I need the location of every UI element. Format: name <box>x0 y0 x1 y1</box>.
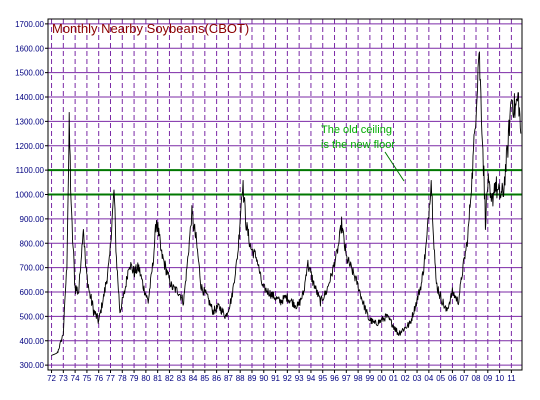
y-tick-label: 700.00 <box>20 264 45 273</box>
annotation-pointer <box>384 151 405 182</box>
y-tick-label: 600.00 <box>20 288 45 297</box>
x-tick-label: 03 <box>413 374 422 383</box>
x-tick-label: 88 <box>236 374 245 383</box>
x-tick-label: 92 <box>283 374 292 383</box>
y-tick-label: 1500.00 <box>15 69 44 78</box>
price-line <box>51 51 522 356</box>
y-tick-label: 500.00 <box>20 312 45 321</box>
x-tick-label: 82 <box>165 374 174 383</box>
annotation-line-2: is the new floor <box>321 139 395 151</box>
y-tick-label: 1600.00 <box>15 44 44 53</box>
x-tick-label: 08 <box>472 374 481 383</box>
x-tick-label: 75 <box>82 374 91 383</box>
x-tick-label: 80 <box>141 374 150 383</box>
annotation: The old ceiling is the new floor <box>321 124 405 182</box>
x-tick-label: 74 <box>71 374 80 383</box>
x-tick-label: 96 <box>330 374 339 383</box>
annotation-line-1: The old ceiling <box>321 124 392 136</box>
y-tick-label: 800.00 <box>20 239 45 248</box>
y-tick-label: 400.00 <box>20 337 45 346</box>
y-tick-label: 1100.00 <box>16 166 45 175</box>
x-tick-label: 01 <box>389 374 398 383</box>
chart-title: Monthly Nearby Soybeans(CBOT) <box>52 21 249 36</box>
x-tick-label: 78 <box>118 374 127 383</box>
x-tick-label: 89 <box>248 374 257 383</box>
x-tick-label: 79 <box>130 374 139 383</box>
y-tick-label: 900.00 <box>20 215 45 224</box>
x-tick-label: 99 <box>365 374 374 383</box>
x-tick-label: 73 <box>59 374 68 383</box>
x-axis-ticks: 72 73 74 75 76 77 78 79 80 81 82 83 84 85 86 87 88 89 90 91… <box>47 370 516 383</box>
x-tick-label: 98 <box>354 374 363 383</box>
x-tick-label: 94 <box>306 374 315 383</box>
x-tick-label: 06 <box>448 374 457 383</box>
x-tick-label: 05 <box>436 374 445 383</box>
x-tick-label: 95 <box>318 374 327 383</box>
x-tick-label: 93 <box>295 374 304 383</box>
x-tick-label: 85 <box>200 374 209 383</box>
x-tick-label: 87 <box>224 374 233 383</box>
x-tick-label: 76 <box>94 374 103 383</box>
y-tick-label: 1300.00 <box>15 117 44 126</box>
y-tick-label: 300.00 <box>20 361 45 370</box>
x-tick-label: 07 <box>460 374 469 383</box>
y-tick-label: 1000.00 <box>15 191 44 200</box>
reference-lines <box>48 169 522 196</box>
x-tick-label: 83 <box>177 374 186 383</box>
y-tick-label: 1400.00 <box>15 93 44 102</box>
x-tick-label: 81 <box>153 374 162 383</box>
x-tick-label: 91 <box>271 374 280 383</box>
price-series <box>51 51 522 356</box>
x-tick-label: 02 <box>401 374 410 383</box>
y-tick-label: 1700.00 <box>15 20 44 29</box>
x-tick-label: 10 <box>495 374 504 383</box>
x-tick-label: 77 <box>106 374 115 383</box>
x-tick-label: 11 <box>507 374 516 383</box>
y-axis-ticks: 300.00 400.00 500.00 600.00 700.00 800.00 900.… <box>15 20 48 370</box>
x-tick-label: 09 <box>483 374 492 383</box>
y-tick-label: 1200.00 <box>15 142 44 151</box>
x-tick-label: 72 <box>47 374 56 383</box>
x-tick-label: 97 <box>342 374 351 383</box>
x-tick-label: 86 <box>212 374 221 383</box>
x-tick-label: 90 <box>259 374 268 383</box>
x-tick-label: 00 <box>377 374 386 383</box>
x-tick-label: 04 <box>424 374 433 383</box>
x-tick-label: 84 <box>189 374 198 383</box>
